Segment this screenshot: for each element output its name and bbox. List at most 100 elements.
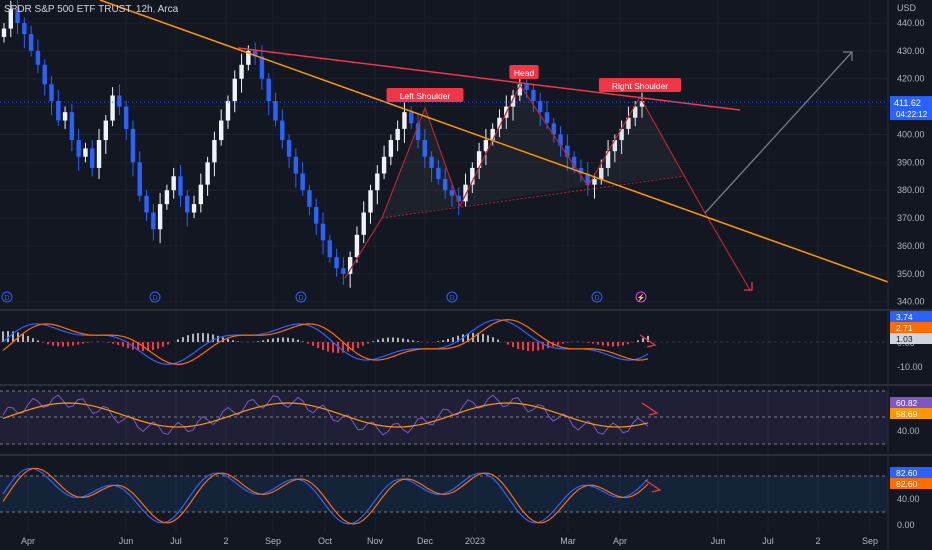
candle-body	[409, 112, 414, 124]
candle-body	[456, 195, 461, 202]
candle-body	[565, 145, 570, 157]
candle-body	[470, 167, 475, 185]
candle-body	[76, 140, 81, 157]
candle-body	[537, 101, 543, 113]
stoch-value: 82.60	[896, 479, 918, 489]
price-tick-label: 350.00	[897, 269, 925, 279]
price-tick-label: 440.00	[897, 18, 925, 28]
symbol-name: SPDR S&P 500 ETF TRUST	[4, 4, 131, 15]
candle-body	[436, 167, 441, 180]
candle-body	[164, 190, 170, 205]
rsi-ma-line	[2, 402, 649, 428]
time-tick-label: Apr	[613, 536, 627, 546]
candle-body	[266, 78, 271, 102]
symbol-title: SPDR S&P 500 ETF TRUST, 12h, Arca	[4, 4, 179, 15]
candle-body	[388, 140, 394, 157]
candle-body	[341, 268, 346, 274]
candle-body	[327, 240, 332, 258]
macd-value: 2.71	[896, 323, 913, 333]
macd-value: 1.03	[896, 334, 913, 344]
candle-body	[273, 101, 278, 121]
candle-body	[633, 106, 638, 118]
price-tick-label: 420.00	[897, 74, 925, 84]
candle-body	[28, 34, 34, 51]
candle-body	[144, 195, 149, 213]
candle-body	[280, 120, 285, 141]
candle-body	[205, 162, 210, 185]
candle-body	[157, 204, 163, 230]
candle-body	[103, 120, 109, 141]
candle-body	[476, 151, 482, 168]
candle-body	[15, 9, 20, 23]
event-marker-icon	[149, 291, 161, 303]
candle-body	[293, 156, 299, 174]
macd-value-tag	[890, 311, 932, 322]
event-marker-label: D	[594, 295, 599, 302]
stoch-value-tag	[890, 467, 932, 478]
macd-axis-tick: -10.00	[897, 362, 923, 372]
event-marker-label: D	[298, 295, 303, 302]
candle-body	[442, 179, 448, 191]
price-tick-label: 380.00	[897, 185, 925, 195]
candle-body	[415, 123, 421, 141]
rsi-value: 58.69	[896, 409, 918, 419]
time-tick-label: Jun	[711, 536, 726, 546]
candle-body	[354, 234, 360, 258]
candle-body	[551, 123, 556, 135]
stoch-value-tag	[890, 478, 932, 489]
exchange-label: Arca	[157, 4, 179, 15]
candle-body	[395, 128, 400, 141]
bullish-projection-arrow	[704, 51, 853, 214]
candle-body	[225, 101, 231, 121]
head-shoulders-pattern	[344, 83, 751, 291]
candle-body	[626, 117, 631, 129]
time-tick-label: Jul	[170, 536, 182, 546]
price-tick-label: 360.00	[897, 241, 925, 251]
time-tick-label: Jun	[119, 536, 134, 546]
candle-body	[171, 176, 176, 191]
candle-body	[558, 134, 563, 146]
stoch-down-arrow	[644, 479, 662, 493]
stoch-k-line	[2, 467, 649, 525]
candle-body	[1, 28, 7, 37]
time-tick-label: Nov	[367, 536, 384, 546]
candle-body	[524, 84, 529, 90]
price-tick-label: 430.00	[897, 46, 925, 56]
pattern-label-bg	[386, 88, 464, 102]
event-marker-label: D	[4, 295, 9, 302]
pattern-label-bg	[509, 65, 539, 79]
candle-body	[83, 148, 88, 157]
candle-body	[368, 190, 373, 213]
resistance-trendline	[237, 47, 741, 111]
candle-body	[232, 78, 237, 102]
candle-body	[463, 184, 468, 202]
time-tick-label: Jul	[762, 536, 774, 546]
candle-body	[130, 128, 136, 163]
candle-body	[151, 212, 156, 230]
price-axis-unit: USD	[897, 3, 917, 13]
price-tick-label: 370.00	[897, 213, 925, 223]
candle-body	[35, 50, 41, 65]
candle-body	[117, 95, 122, 107]
candle-body	[592, 179, 597, 185]
candle-body	[218, 120, 224, 141]
candle-body	[612, 140, 618, 152]
pattern-label: Right Shoulder	[612, 81, 668, 91]
candle-body	[605, 151, 611, 168]
time-tick-label: Oct	[318, 536, 333, 546]
macd-value-tag	[890, 333, 932, 344]
candle-body	[490, 128, 495, 141]
event-marker-icon	[446, 291, 458, 303]
candle-body	[22, 23, 27, 35]
candle-body	[314, 206, 319, 224]
candle-body	[198, 184, 204, 205]
time-tick-label: Sep	[862, 536, 878, 546]
candle-body	[137, 162, 142, 196]
candle-body	[185, 195, 190, 213]
candle-body	[56, 101, 61, 121]
candle-body	[178, 176, 183, 196]
interval-label[interactable]: 12h	[135, 4, 153, 15]
candle-body	[544, 112, 550, 124]
